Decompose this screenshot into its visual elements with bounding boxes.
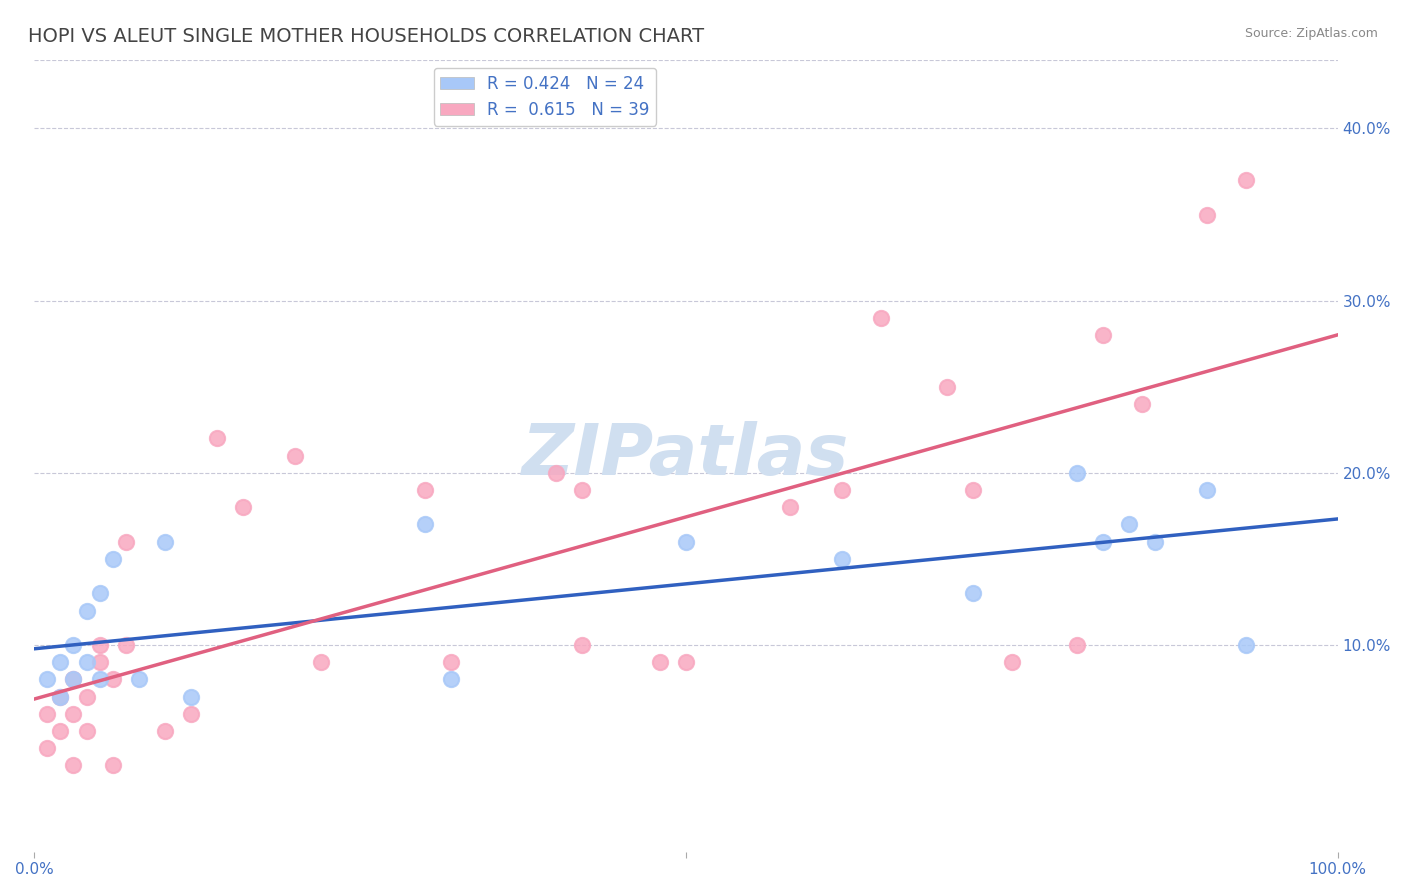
Point xyxy=(1197,208,1219,222)
Point xyxy=(962,586,984,600)
Point xyxy=(37,673,59,687)
Point xyxy=(415,517,437,532)
Point xyxy=(415,483,437,497)
Point xyxy=(675,655,697,669)
Point xyxy=(831,483,853,497)
Point xyxy=(49,690,72,704)
Point xyxy=(648,655,671,669)
Point xyxy=(37,741,59,756)
Point xyxy=(1130,397,1153,411)
Point xyxy=(870,310,893,325)
Point xyxy=(205,431,228,445)
Point xyxy=(1092,534,1115,549)
Point xyxy=(37,706,59,721)
Point xyxy=(49,690,72,704)
Point xyxy=(76,603,98,617)
Point xyxy=(284,449,307,463)
Point xyxy=(180,706,202,721)
Point xyxy=(309,655,332,669)
Point xyxy=(49,724,72,739)
Point xyxy=(935,380,957,394)
Text: ZIPatlas: ZIPatlas xyxy=(522,421,849,490)
Point xyxy=(89,673,111,687)
Point xyxy=(76,655,98,669)
Point xyxy=(101,758,124,772)
Point xyxy=(62,673,84,687)
Point xyxy=(440,673,463,687)
Point xyxy=(114,534,136,549)
Point xyxy=(153,534,176,549)
Point xyxy=(76,724,98,739)
Text: HOPI VS ALEUT SINGLE MOTHER HOUSEHOLDS CORRELATION CHART: HOPI VS ALEUT SINGLE MOTHER HOUSEHOLDS C… xyxy=(28,27,704,45)
Point xyxy=(544,466,567,480)
Point xyxy=(128,673,150,687)
Point xyxy=(1066,638,1088,652)
Point xyxy=(962,483,984,497)
Point xyxy=(101,552,124,566)
Point xyxy=(1001,655,1024,669)
Point xyxy=(1234,173,1257,187)
Point xyxy=(779,500,801,515)
Point xyxy=(1197,483,1219,497)
Point xyxy=(1118,517,1140,532)
Point xyxy=(62,706,84,721)
Point xyxy=(1234,638,1257,652)
Point xyxy=(1066,466,1088,480)
Point xyxy=(62,638,84,652)
Legend: R = 0.424   N = 24, R =  0.615   N = 39: R = 0.424 N = 24, R = 0.615 N = 39 xyxy=(433,68,657,126)
Point xyxy=(89,586,111,600)
Point xyxy=(571,483,593,497)
Point xyxy=(571,638,593,652)
Point xyxy=(675,534,697,549)
Point xyxy=(89,638,111,652)
Text: Source: ZipAtlas.com: Source: ZipAtlas.com xyxy=(1244,27,1378,40)
Point xyxy=(62,673,84,687)
Point xyxy=(49,655,72,669)
Point xyxy=(153,724,176,739)
Point xyxy=(62,758,84,772)
Point xyxy=(101,673,124,687)
Point xyxy=(114,638,136,652)
Point xyxy=(232,500,254,515)
Point xyxy=(1144,534,1167,549)
Point xyxy=(831,552,853,566)
Point xyxy=(180,690,202,704)
Point xyxy=(440,655,463,669)
Point xyxy=(1092,328,1115,343)
Point xyxy=(76,690,98,704)
Point xyxy=(89,655,111,669)
